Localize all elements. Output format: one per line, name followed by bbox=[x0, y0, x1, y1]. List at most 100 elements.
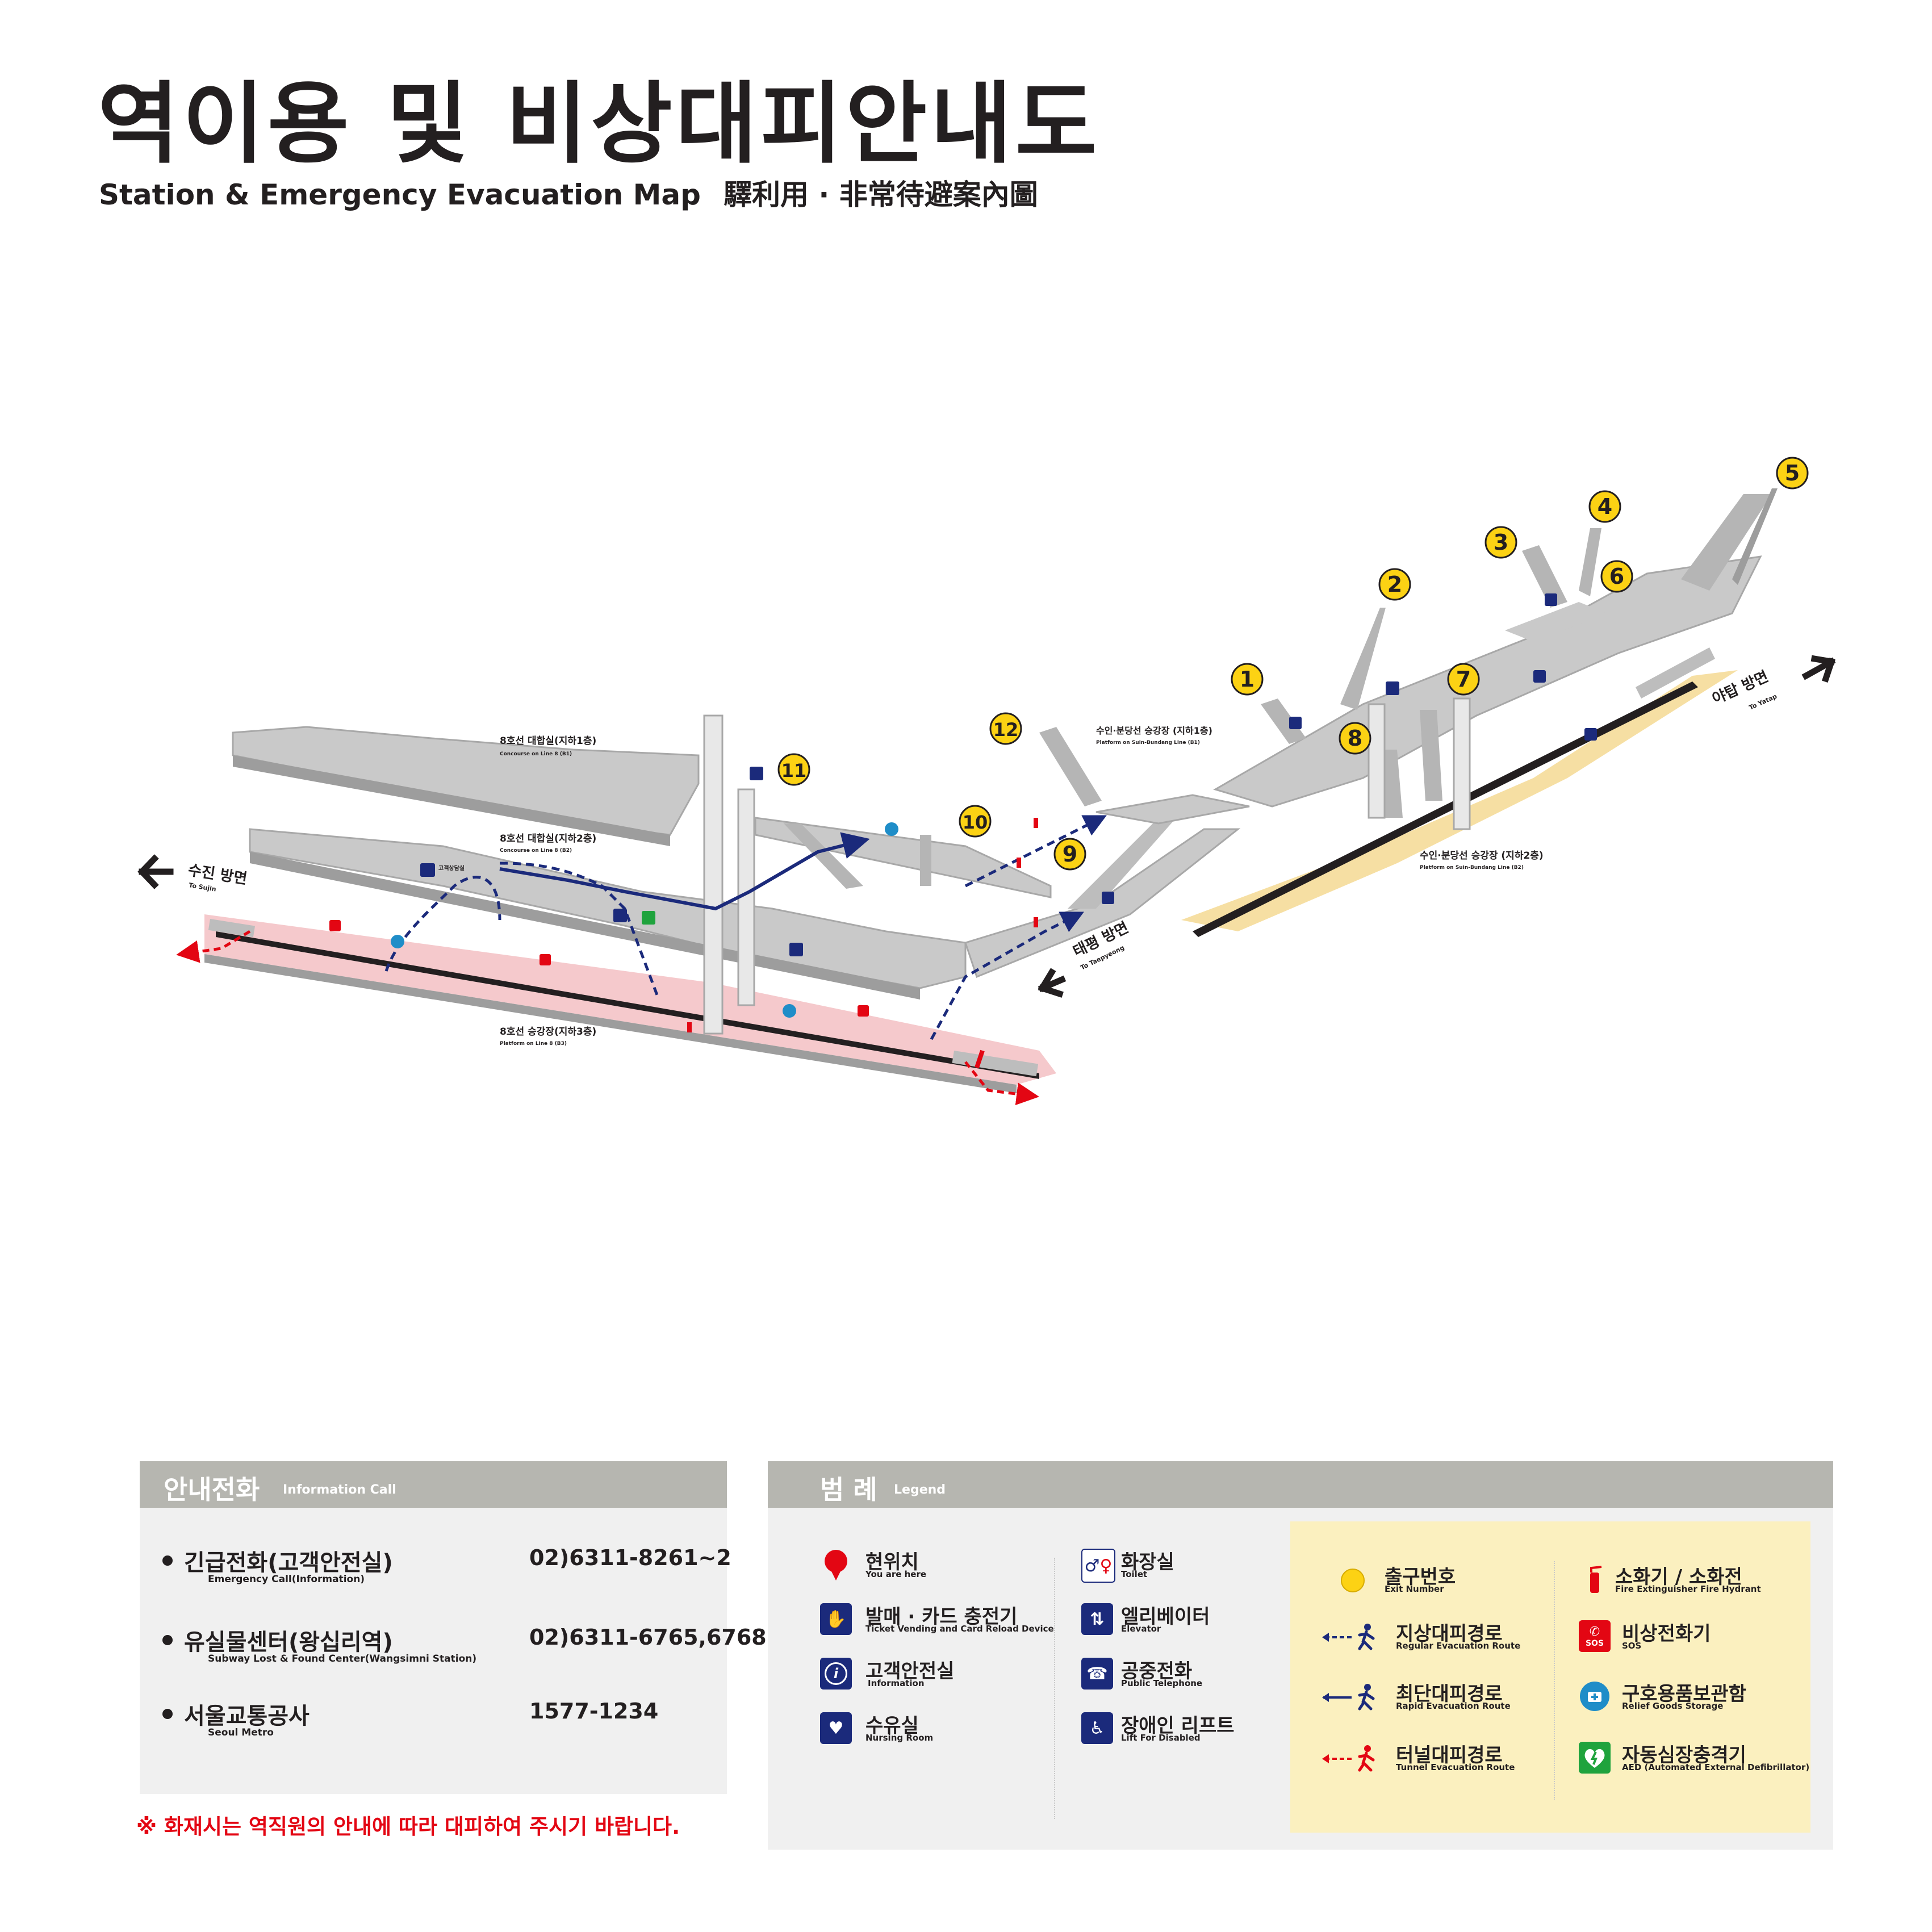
you-are-here-pin bbox=[825, 1550, 847, 1580]
telephone-icon bbox=[1545, 593, 1557, 606]
exit-number-circle bbox=[959, 805, 992, 838]
legend-label: 화장실 bbox=[1121, 1551, 1174, 1574]
exit-number-label: 12 bbox=[993, 719, 1019, 741]
legend-label-en: Tunnel Evacuation Route bbox=[1396, 1762, 1515, 1772]
exit-number-circle bbox=[777, 753, 810, 786]
wheelchair-lift-icon: ♿ bbox=[1081, 1712, 1113, 1744]
legend-label: 구호용품보관함 bbox=[1622, 1683, 1746, 1705]
legend-title: 범 례 bbox=[820, 1474, 877, 1505]
exit-number-1: 1 bbox=[1231, 663, 1264, 696]
level-labels: 8호선 대합실(지하1층) Concourse on Line 8 (B1) 8… bbox=[420, 725, 1544, 1047]
tunnel-evacuation-routes bbox=[176, 930, 1039, 1106]
toilet-icon bbox=[789, 943, 803, 956]
exit-number-label: 7 bbox=[1456, 667, 1471, 692]
exit-number-label: 4 bbox=[1598, 494, 1612, 519]
regular-route-arrow bbox=[1322, 1624, 1375, 1650]
legend-label-en: Lift For Disabled bbox=[1121, 1733, 1201, 1743]
call-number[interactable]: 02)6311-6765,6768 bbox=[529, 1625, 767, 1650]
fire-extinguisher-icon bbox=[1017, 858, 1021, 868]
direction-sujin: 수진 방면 To Sujin bbox=[137, 854, 248, 893]
exit-number-12: 12 bbox=[989, 712, 1022, 745]
relief-goods-icon bbox=[885, 822, 898, 836]
sos-phone-icon bbox=[540, 954, 551, 965]
legend-label-en: Regular Evacuation Route bbox=[1396, 1641, 1521, 1651]
exit-number-label: 1 bbox=[1240, 667, 1254, 692]
customer-center-icon bbox=[420, 863, 435, 877]
exit-number-10: 10 bbox=[959, 805, 992, 838]
customer-center-label: 고객상담실 bbox=[438, 864, 465, 872]
fire-extinguisher-icon bbox=[1034, 818, 1038, 828]
rapid-evacuation-routes bbox=[499, 832, 870, 911]
legend-label-en: Elevator bbox=[1121, 1624, 1161, 1634]
exit-number-label: 11 bbox=[781, 760, 807, 781]
legend-label-en: Ticket Vending and Card Reload Device bbox=[865, 1624, 1054, 1634]
exit-number-3: 3 bbox=[1484, 526, 1517, 559]
subtitle-hanja: 驛利用 · 非常待避案內圖 bbox=[723, 178, 1038, 211]
legend-label-en: Rapid Evacuation Route bbox=[1396, 1701, 1511, 1711]
legend-label: 비상전화기 bbox=[1622, 1622, 1711, 1645]
page-subtitle: Station & Emergency Evacuation Map 驛利用 · … bbox=[99, 181, 1038, 209]
elevator-icon bbox=[750, 767, 763, 780]
relief-goods-icon bbox=[783, 1004, 796, 1018]
legend-label: 자동심장충격기 bbox=[1622, 1744, 1746, 1767]
legend-label: 소화기 / 소화전 bbox=[1615, 1566, 1742, 1588]
ticket-machine-icon: ✋ bbox=[820, 1603, 852, 1635]
exit-number-label: 2 bbox=[1387, 572, 1402, 597]
legend-label: 공중전화 bbox=[1121, 1660, 1193, 1683]
legend-label-en: You are here bbox=[865, 1569, 927, 1579]
toilet-icon: ♂ ♀ bbox=[1081, 1549, 1115, 1583]
exit-number-label: 5 bbox=[1785, 461, 1800, 486]
fire-extinguisher-icon bbox=[687, 1022, 692, 1032]
direction-yatap: 야탑 방면 To Yatap bbox=[1710, 655, 1836, 712]
aed-icon bbox=[1579, 1742, 1611, 1774]
legend-label-en: Nursing Room bbox=[865, 1733, 934, 1743]
exit-number-label: 8 bbox=[1348, 726, 1362, 751]
level-label-b1: 8호선 대합실(지하1층) bbox=[500, 735, 596, 747]
nursing-room-icon: ♥ bbox=[820, 1712, 852, 1744]
sos-phone-icon bbox=[329, 920, 341, 931]
exit-number-8: 8 bbox=[1339, 722, 1371, 755]
level-label-suin-b1: 수인·분당선 승강장 (지하1층) bbox=[1096, 725, 1212, 736]
exit-number-label: 9 bbox=[1063, 842, 1077, 867]
call-number[interactable]: 02)6311-8261~2 bbox=[529, 1545, 731, 1570]
wheelchair-lift-icon bbox=[1289, 717, 1302, 729]
facility-icons bbox=[329, 593, 1597, 1069]
legend-label: 출구번호 bbox=[1385, 1566, 1456, 1588]
info-call-header: 안내전화 Information Call bbox=[140, 1461, 727, 1508]
legend-label: 지상대피경로 bbox=[1396, 1622, 1503, 1645]
info-call-panel: 안내전화 Information Call 긴급전화(고객안전실) Emerge… bbox=[140, 1461, 767, 1794]
legend-label: 현위치 bbox=[865, 1551, 919, 1574]
information-icon bbox=[613, 909, 627, 922]
exit-number-label: 3 bbox=[1494, 530, 1508, 555]
exit-number-circle bbox=[1231, 663, 1264, 696]
arrow-right-icon bbox=[1801, 655, 1836, 683]
level-label-b2-en: Concourse on Line 8 (B2) bbox=[500, 848, 572, 854]
relief-goods-icon bbox=[1580, 1682, 1609, 1711]
exit-number-4: 4 bbox=[1588, 490, 1621, 523]
info-call-title-en: Information Call bbox=[283, 1483, 396, 1497]
call-sub: Emergency Call(Information) bbox=[208, 1574, 365, 1585]
exit-number-5: 5 bbox=[1776, 457, 1809, 490]
call-name: 서울교통공사 bbox=[184, 1703, 310, 1729]
exit-number-dot bbox=[1341, 1569, 1365, 1592]
sos-phone-icon bbox=[858, 1005, 869, 1017]
exit-number-11: 11 bbox=[777, 753, 810, 786]
call-sub: Subway Lost & Found Center(Wangsimni Sta… bbox=[208, 1653, 477, 1665]
tunnel-runner-icon bbox=[975, 1049, 985, 1069]
telephone-icon: ☎ bbox=[1081, 1658, 1113, 1690]
tunnel-route-arrow bbox=[1322, 1745, 1375, 1772]
call-name: 유실물센터(왕십리역) bbox=[184, 1629, 393, 1655]
exit-number-label: 6 bbox=[1609, 564, 1624, 589]
arrow-left-icon bbox=[137, 854, 174, 889]
exit-number-2: 2 bbox=[1378, 568, 1411, 601]
arrow-left-icon bbox=[1038, 968, 1067, 998]
direction-yatap-en: To Yatap bbox=[1748, 693, 1778, 712]
sos-phone-icon: ✆ SOS bbox=[1579, 1620, 1611, 1652]
exit-number-7: 7 bbox=[1447, 663, 1480, 696]
level-label-b3: 8호선 승강장(지하3층) bbox=[500, 1026, 596, 1038]
elevator-icon: ⇅ bbox=[1081, 1603, 1113, 1635]
exit-number-circle bbox=[1378, 568, 1411, 601]
call-number[interactable]: 1577-1234 bbox=[529, 1699, 659, 1724]
legend-label: 수유실 bbox=[865, 1714, 919, 1737]
